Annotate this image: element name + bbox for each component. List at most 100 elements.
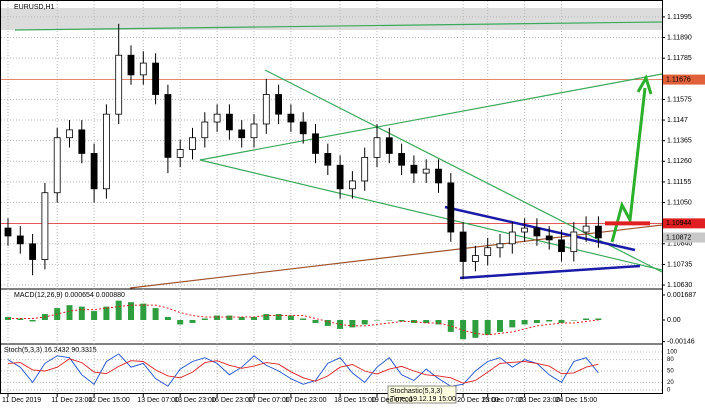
macd-bar — [570, 319, 577, 321]
macd-bar — [337, 319, 344, 329]
candle-body — [115, 54, 123, 115]
bid-label: 1.10872 — [666, 234, 691, 241]
macd-bar — [472, 319, 479, 338]
macd-bar — [115, 300, 122, 320]
candle-body — [508, 231, 516, 245]
candle-body — [176, 149, 184, 158]
candle-body — [410, 164, 418, 174]
candle-body — [275, 94, 283, 115]
candle-body — [484, 247, 492, 256]
x-tick-label: 13 Dec 07:00 — [137, 397, 179, 404]
candle-body — [348, 180, 356, 190]
candle-body — [582, 225, 590, 233]
candle-body — [262, 94, 270, 125]
macd-bar — [447, 319, 454, 332]
candle-body — [447, 182, 455, 233]
candle-body — [361, 156, 369, 182]
macd-bar — [251, 317, 257, 320]
macd-bar — [546, 319, 553, 322]
candle-body — [312, 133, 319, 154]
x-tick-label: 16 Dec 23:00 — [211, 397, 253, 404]
candle-body — [225, 113, 233, 131]
y-tick-label: 1.11890 — [667, 34, 692, 41]
candle-body — [250, 123, 258, 139]
candle-body — [558, 239, 565, 253]
y-tick-label: 1.11575 — [667, 96, 692, 103]
macd-bar — [595, 318, 602, 320]
x-tick-label: 20 Dec 15:00 — [457, 397, 499, 404]
y-tick-label: 0.001687 — [667, 292, 696, 299]
macd-bar — [275, 314, 282, 320]
macd-signal — [8, 304, 599, 336]
macd-bar — [152, 308, 159, 320]
macd-bar — [435, 319, 442, 325]
candle-body — [53, 137, 61, 194]
stoch-main — [7, 353, 599, 387]
macd-bar — [583, 318, 590, 320]
tooltip-time: Time: 19.12.19 15:00 — [390, 396, 456, 403]
macd-bar — [214, 315, 221, 320]
candle-body — [471, 255, 479, 262]
macd-bar — [177, 319, 184, 325]
x-tick-label: 19 Dec 07:00 — [371, 397, 413, 404]
candle-body — [422, 168, 430, 174]
macd-bar — [521, 319, 528, 325]
trendline — [459, 264, 641, 280]
candle-body — [201, 121, 209, 139]
macd-bar — [29, 319, 36, 322]
macd-bar — [324, 319, 331, 326]
candle-body — [41, 192, 49, 260]
candle-body — [16, 235, 24, 245]
candle-body — [238, 129, 246, 139]
macd-bar — [238, 317, 245, 320]
macd-bar — [423, 319, 430, 323]
macd-bar — [66, 305, 73, 320]
level-label-bg — [663, 218, 705, 229]
macd-bar — [17, 318, 24, 320]
macd-bar — [484, 319, 491, 335]
x-tick-label: 23 Dec 23:00 — [519, 397, 561, 404]
macd-bar — [349, 319, 356, 328]
candle-body — [213, 113, 221, 123]
macd-bar — [287, 315, 294, 320]
candle-body — [78, 129, 86, 154]
y-tick-label: 100 — [667, 350, 678, 356]
y-tick-label: -0.00146 — [667, 339, 695, 346]
candle-body — [4, 227, 12, 237]
x-tick-label: 17 Dec 07:00 — [248, 397, 290, 404]
candle-body — [324, 153, 332, 166]
bid-label-bg — [663, 232, 705, 243]
frame — [0, 0, 663, 394]
candle-body — [496, 243, 504, 249]
macd-bar — [226, 315, 233, 320]
macd-bar — [128, 302, 134, 320]
candle-body — [29, 243, 37, 260]
y-tick-label: 1.1147 — [667, 117, 688, 124]
stoch-signal — [7, 358, 599, 384]
candle-body — [103, 113, 110, 190]
candle-body — [287, 113, 295, 123]
macd-bar — [78, 306, 85, 320]
macd-bar — [410, 319, 417, 323]
macd-bar — [140, 303, 147, 320]
y-tick-label: 50 — [667, 369, 674, 375]
macd-label: MACD(12,26,9) 0.000654 0.000880 — [14, 292, 125, 299]
tooltip — [387, 385, 457, 404]
candle-body — [127, 54, 135, 76]
candle-body — [459, 231, 467, 262]
tooltip-title: Stochastic(5,3,3) — [390, 388, 443, 395]
y-tick-label: 1.10735 — [667, 261, 692, 268]
candle-body — [152, 62, 160, 95]
y-tick-label: 1.10840 — [667, 241, 692, 248]
y-tick-label: 0 — [667, 388, 671, 394]
candle-body — [189, 137, 196, 150]
macd-bar — [460, 319, 467, 340]
candle-body — [66, 129, 73, 139]
macd-bar — [201, 318, 208, 320]
y-tick-label: 1.11260 — [667, 158, 692, 165]
candle-body — [545, 235, 553, 241]
level-label: 1.11676 — [666, 76, 691, 83]
trendlines — [14, 21, 663, 289]
candle-body — [533, 227, 541, 237]
